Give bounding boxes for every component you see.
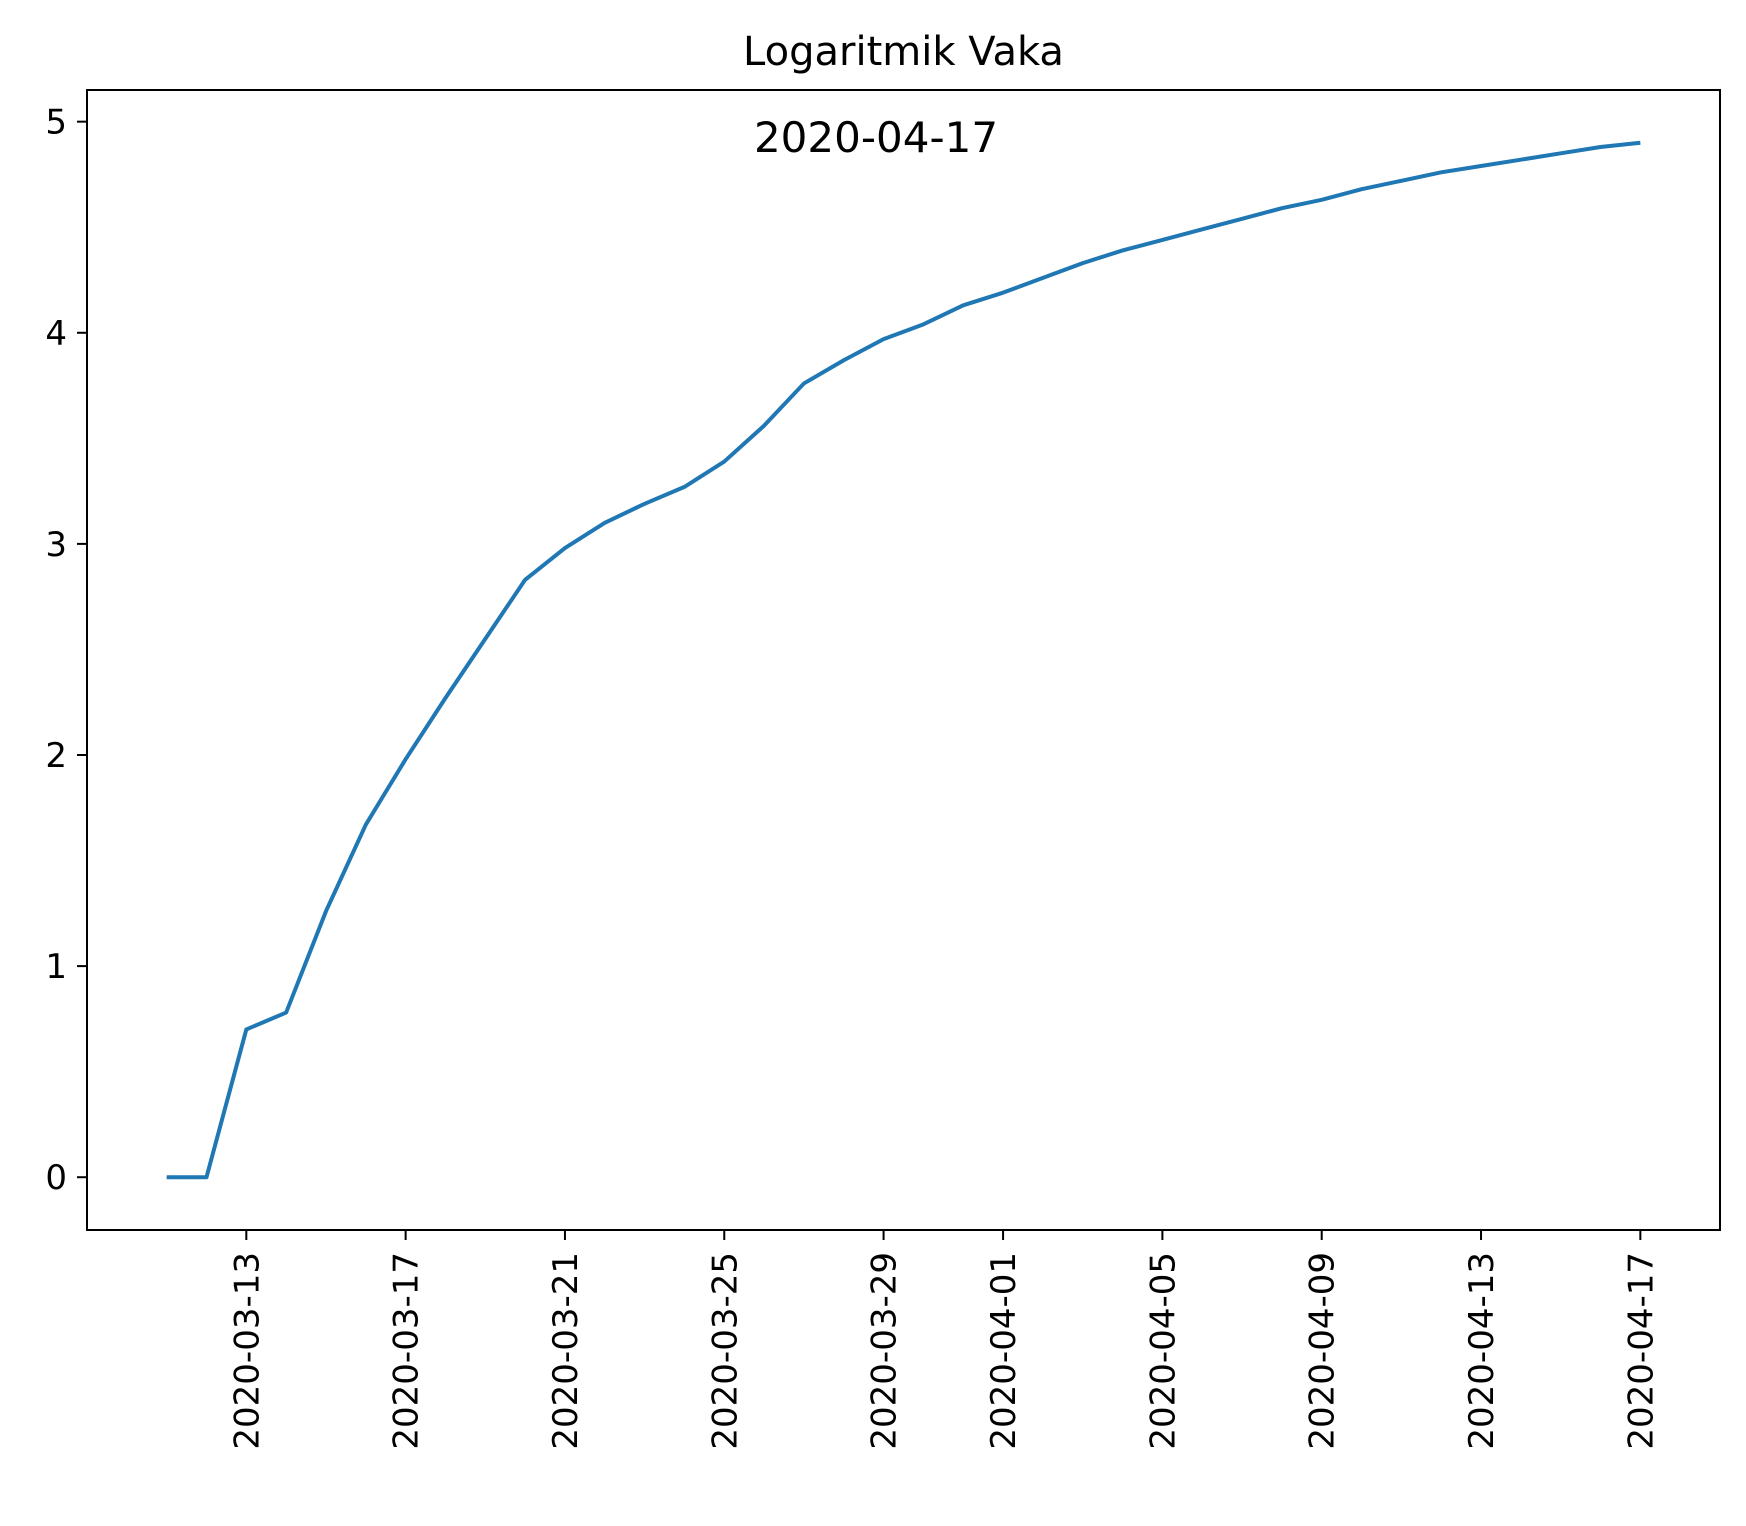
x-tick-label: 2020-04-01 — [984, 1252, 1024, 1450]
plot-background — [87, 90, 1720, 1230]
x-tick-label: 2020-03-13 — [227, 1252, 267, 1450]
chart-title: Logaritmik Vaka — [743, 29, 1064, 75]
axes-frame — [86, 89, 1721, 1231]
x-tick-label: 2020-03-29 — [865, 1252, 905, 1450]
chart-annotation: 2020-04-17 — [754, 113, 998, 162]
y-tick-label: 5 — [45, 103, 67, 143]
series-layer — [166, 140, 1641, 1180]
plot-area — [87, 90, 1720, 1230]
series-line-0 — [166, 140, 1641, 1180]
x-tick-label: 2020-04-09 — [1303, 1252, 1343, 1450]
x-tick-label: 2020-03-17 — [387, 1252, 427, 1450]
x-tick-label: 2020-03-25 — [705, 1252, 745, 1450]
y-tick-label: 2 — [45, 736, 67, 776]
y-tick-label: 4 — [45, 314, 67, 354]
x-tick-label: 2020-04-17 — [1621, 1252, 1661, 1450]
y-tick-label: 1 — [45, 947, 67, 987]
x-tick-label: 2020-03-21 — [546, 1252, 586, 1450]
y-tick-label: 3 — [45, 525, 67, 565]
y-tick-label: 0 — [45, 1158, 67, 1198]
x-tick-label: 2020-04-05 — [1143, 1252, 1183, 1450]
x-tick-label: 2020-04-13 — [1462, 1252, 1502, 1450]
axes-layer: 0 1 2 3 4 5 2020-03-13 2020-03-17 2020-03-21 2020… — [45, 89, 1721, 1450]
